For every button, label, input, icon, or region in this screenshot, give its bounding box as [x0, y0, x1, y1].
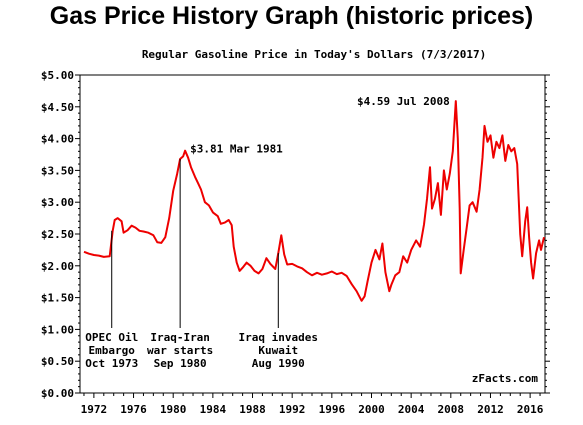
y-tick-label: $3.00 — [41, 196, 74, 209]
y-tick-label: $2.50 — [41, 228, 74, 241]
annotation-label: $3.81 Mar 1981 — [190, 143, 283, 156]
event-label: Iraq invades — [239, 331, 318, 344]
event-label: Kuwait — [258, 344, 298, 357]
x-tick-label: 2000 — [358, 403, 385, 416]
price-line — [83, 100, 545, 302]
event-label: Aug 1990 — [252, 357, 305, 370]
y-tick-label: $3.50 — [41, 164, 74, 177]
x-tick-label: 2016 — [517, 403, 544, 416]
x-tick-label: 1972 — [81, 403, 108, 416]
x-tick-label: 1976 — [120, 403, 147, 416]
credit-label: zFacts.com — [472, 372, 539, 385]
y-tick-label: $1.50 — [41, 292, 74, 305]
x-tick-label: 1988 — [239, 403, 266, 416]
event-label: Sep 1980 — [154, 357, 207, 370]
event-label: Oct 1973 — [85, 357, 138, 370]
x-tick-label: 2012 — [477, 403, 504, 416]
x-tick-label: 1984 — [200, 403, 227, 416]
y-tick-label: $1.00 — [41, 323, 74, 336]
x-tick-label: 1980 — [160, 403, 187, 416]
y-tick-label: $4.50 — [41, 101, 74, 114]
page-title: Gas Price History Graph (historic prices… — [49, 2, 534, 30]
event-label: war starts — [147, 344, 213, 357]
event-label: Iraq-Iran — [150, 331, 210, 344]
event-label: OPEC Oil — [85, 331, 138, 344]
annotation-label: $4.59 Jul 2008 — [357, 95, 450, 108]
x-tick-label: 2008 — [438, 403, 465, 416]
y-tick-label: $0.00 — [41, 387, 74, 400]
x-tick-label: 2004 — [398, 403, 425, 416]
y-tick-label: $5.00 — [41, 69, 74, 82]
x-tick-label: 1992 — [279, 403, 306, 416]
y-tick-label: $0.50 — [41, 355, 74, 368]
y-tick-label: $4.00 — [41, 133, 74, 146]
chart-subtitle: Regular Gasoline Price in Today's Dollar… — [142, 48, 486, 61]
event-label: Embargo — [89, 344, 136, 357]
x-tick-label: 1996 — [319, 403, 346, 416]
y-tick-label: $2.00 — [41, 260, 74, 273]
